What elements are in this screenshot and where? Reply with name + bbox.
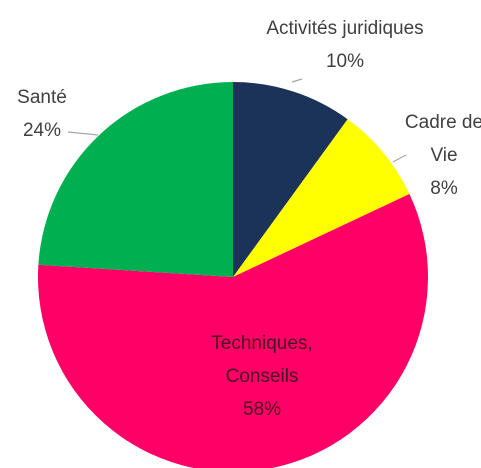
value-label: 8% — [430, 178, 458, 199]
leader-line — [291, 78, 303, 83]
leader-line — [67, 131, 99, 136]
category-label: Techniques, Conseils — [211, 333, 313, 387]
category-label: Activités juridiques — [266, 18, 424, 39]
pie-slice — [233, 82, 348, 277]
data-label: Santé 24% — [2, 81, 82, 147]
leader-line — [392, 154, 407, 163]
pie-slice — [233, 119, 410, 277]
pie-slice — [38, 193, 428, 468]
data-label: Activités juridiques 10% — [225, 12, 465, 78]
category-label: Cadre de Vie — [404, 112, 481, 166]
slices — [38, 82, 428, 468]
value-label: 10% — [325, 51, 365, 72]
value-label: 58% — [242, 399, 282, 420]
data-label: Techniques, Conseils 58% — [182, 327, 342, 426]
category-label: Santé — [17, 87, 67, 108]
data-label: Cadre de Vie 8% — [404, 106, 481, 205]
pie-slice — [38, 82, 233, 277]
value-label: 24% — [22, 120, 62, 141]
